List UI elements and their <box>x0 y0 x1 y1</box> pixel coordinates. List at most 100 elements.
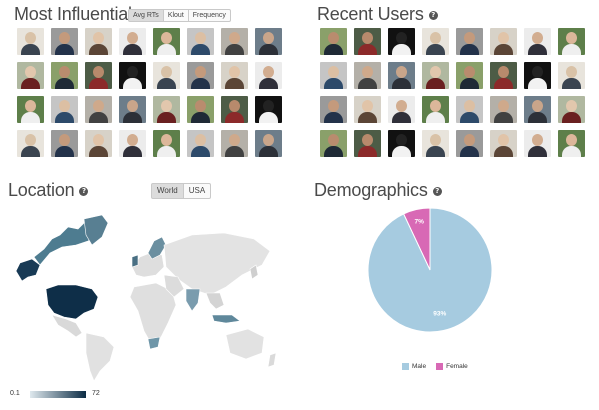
user-avatar[interactable] <box>524 28 551 55</box>
user-avatar[interactable] <box>221 28 248 55</box>
user-avatar[interactable] <box>85 96 112 123</box>
user-avatar[interactable] <box>85 130 112 157</box>
user-avatar[interactable] <box>153 62 180 89</box>
user-avatar[interactable] <box>85 62 112 89</box>
user-avatar[interactable] <box>354 62 381 89</box>
user-avatar[interactable] <box>320 96 347 123</box>
user-avatar[interactable] <box>388 28 415 55</box>
user-avatar[interactable] <box>524 96 551 123</box>
user-avatar[interactable] <box>456 28 483 55</box>
map-region-australia[interactable] <box>225 328 265 360</box>
help-icon[interactable]: ? <box>79 186 89 196</box>
user-avatar[interactable] <box>456 96 483 123</box>
tab-frequency[interactable]: Frequency <box>188 9 231 22</box>
map-region-japan[interactable] <box>249 264 259 280</box>
user-avatar[interactable] <box>490 130 517 157</box>
user-avatar[interactable] <box>388 130 415 157</box>
user-avatar[interactable] <box>221 96 248 123</box>
help-icon[interactable]: ? <box>428 10 438 20</box>
user-avatar[interactable] <box>320 62 347 89</box>
user-avatar[interactable] <box>85 28 112 55</box>
user-avatar[interactable] <box>422 62 449 89</box>
user-avatar[interactable] <box>17 96 44 123</box>
user-avatar[interactable] <box>187 96 214 123</box>
map-region-uk[interactable] <box>131 254 139 268</box>
user-avatar[interactable] <box>153 28 180 55</box>
map-region-new-zealand[interactable] <box>267 352 277 368</box>
user-avatar[interactable] <box>255 130 282 157</box>
avatar-body <box>89 146 108 157</box>
user-avatar[interactable] <box>558 130 585 157</box>
user-avatar[interactable] <box>422 28 449 55</box>
avatar-body <box>392 146 411 157</box>
user-avatar[interactable] <box>51 62 78 89</box>
user-avatar[interactable] <box>558 28 585 55</box>
map-region-europe[interactable] <box>131 252 165 278</box>
user-avatar[interactable] <box>490 62 517 89</box>
map-region-alaska[interactable] <box>15 258 41 282</box>
user-avatar[interactable] <box>119 28 146 55</box>
user-avatar[interactable] <box>153 96 180 123</box>
help-icon[interactable]: ? <box>432 186 442 196</box>
user-avatar[interactable] <box>187 130 214 157</box>
user-avatar[interactable] <box>221 130 248 157</box>
user-avatar[interactable] <box>51 96 78 123</box>
user-avatar[interactable] <box>153 130 180 157</box>
recent-users-title: Recent Users? <box>317 4 438 25</box>
map-region-south-america[interactable] <box>85 332 115 382</box>
user-avatar[interactable] <box>255 28 282 55</box>
map-region-scandinavia[interactable] <box>147 236 167 260</box>
tab-world[interactable]: World <box>151 183 184 199</box>
user-avatar[interactable] <box>490 28 517 55</box>
map-region-southeast-asia[interactable] <box>205 292 225 310</box>
avatar-face <box>328 32 339 44</box>
user-avatar[interactable] <box>221 62 248 89</box>
user-avatar[interactable] <box>354 130 381 157</box>
user-avatar[interactable] <box>320 130 347 157</box>
user-avatar[interactable] <box>354 28 381 55</box>
user-avatar[interactable] <box>490 96 517 123</box>
pie-slice-male[interactable] <box>367 207 493 333</box>
map-region-greenland[interactable] <box>83 214 109 246</box>
avatar-face <box>59 100 70 112</box>
user-avatar[interactable] <box>51 130 78 157</box>
user-avatar[interactable] <box>187 28 214 55</box>
user-avatar[interactable] <box>17 130 44 157</box>
user-avatar[interactable] <box>456 130 483 157</box>
avatar-face <box>532 134 543 146</box>
avatar-body <box>494 78 513 89</box>
user-avatar[interactable] <box>187 62 214 89</box>
user-avatar[interactable] <box>524 130 551 157</box>
user-avatar[interactable] <box>119 96 146 123</box>
user-avatar[interactable] <box>422 96 449 123</box>
user-avatar[interactable] <box>255 96 282 123</box>
user-avatar[interactable] <box>17 62 44 89</box>
user-avatar[interactable] <box>51 28 78 55</box>
legend-female-label[interactable]: Female <box>446 363 468 370</box>
map-region-south-africa[interactable] <box>147 336 161 350</box>
user-avatar[interactable] <box>17 28 44 55</box>
tab-avg-rts[interactable]: Avg RTs <box>128 9 164 22</box>
user-avatar[interactable] <box>388 96 415 123</box>
user-avatar[interactable] <box>119 130 146 157</box>
map-legend-min: 0.1 <box>10 390 20 397</box>
user-avatar[interactable] <box>558 62 585 89</box>
user-avatar[interactable] <box>456 62 483 89</box>
user-avatar[interactable] <box>422 130 449 157</box>
tab-klout[interactable]: Klout <box>163 9 189 22</box>
user-avatar[interactable] <box>558 96 585 123</box>
map-region-mexico[interactable] <box>51 314 83 338</box>
user-avatar[interactable] <box>119 62 146 89</box>
user-avatar[interactable] <box>524 62 551 89</box>
map-region-indonesia[interactable] <box>211 314 241 324</box>
user-avatar[interactable] <box>388 62 415 89</box>
user-avatar[interactable] <box>255 62 282 89</box>
map-region-india[interactable] <box>185 288 201 312</box>
map-region-usa[interactable] <box>45 284 99 320</box>
world-map[interactable] <box>6 205 286 385</box>
legend-male-label[interactable]: Male <box>412 363 427 370</box>
tab-usa[interactable]: USA <box>183 183 212 199</box>
user-avatar[interactable] <box>354 96 381 123</box>
map-region-middle-east[interactable] <box>163 274 185 298</box>
user-avatar[interactable] <box>320 28 347 55</box>
